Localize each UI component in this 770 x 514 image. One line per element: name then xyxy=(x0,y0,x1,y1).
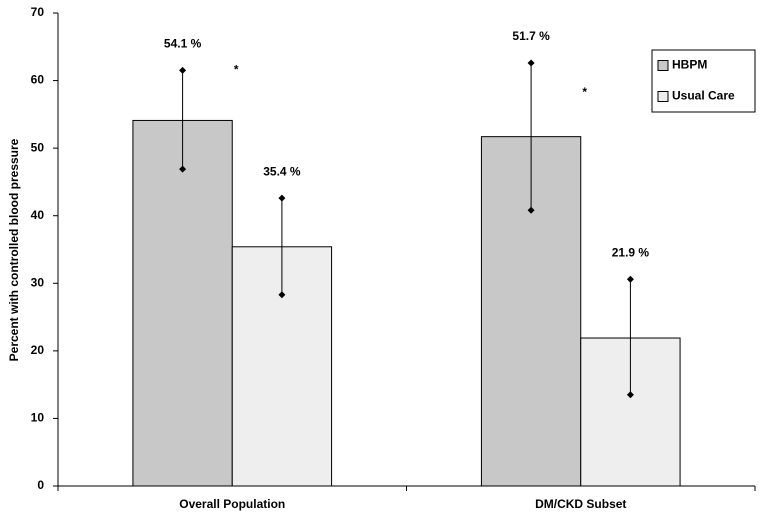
error-cap xyxy=(527,59,535,67)
legend-label: HBPM xyxy=(672,58,707,72)
value-label: 51.7 % xyxy=(512,29,550,43)
y-tick-label: 20 xyxy=(31,343,45,357)
error-cap xyxy=(278,194,286,202)
error-cap xyxy=(278,291,286,299)
legend-swatch xyxy=(657,91,669,102)
error-cap xyxy=(527,206,535,214)
error-cap xyxy=(179,66,187,74)
y-tick-label: 30 xyxy=(31,275,45,289)
value-label: 21.9 % xyxy=(612,245,650,259)
bar xyxy=(132,119,233,487)
value-label: 54.1 % xyxy=(164,37,202,51)
value-label: 35.4 % xyxy=(263,164,301,178)
error-cap xyxy=(179,165,187,173)
legend-box xyxy=(651,49,756,113)
annotation: * xyxy=(582,85,587,99)
y-axis-label: Percent with controlled blood pressure xyxy=(7,138,21,361)
y-tick-label: 50 xyxy=(31,140,45,154)
error-cap xyxy=(626,275,634,283)
legend-label: Usual Care xyxy=(672,89,735,103)
y-tick-label: 40 xyxy=(31,208,45,222)
x-tick-label: Overall Population xyxy=(179,497,285,511)
y-tick-label: 10 xyxy=(31,411,45,425)
y-tick-label: 70 xyxy=(31,5,45,19)
legend-swatch xyxy=(657,60,669,71)
annotation: * xyxy=(234,63,239,77)
y-tick-label: 0 xyxy=(37,478,44,492)
x-tick-label: DM/CKD Subset xyxy=(535,497,626,511)
error-cap xyxy=(626,391,634,399)
y-tick-label: 60 xyxy=(31,73,45,87)
